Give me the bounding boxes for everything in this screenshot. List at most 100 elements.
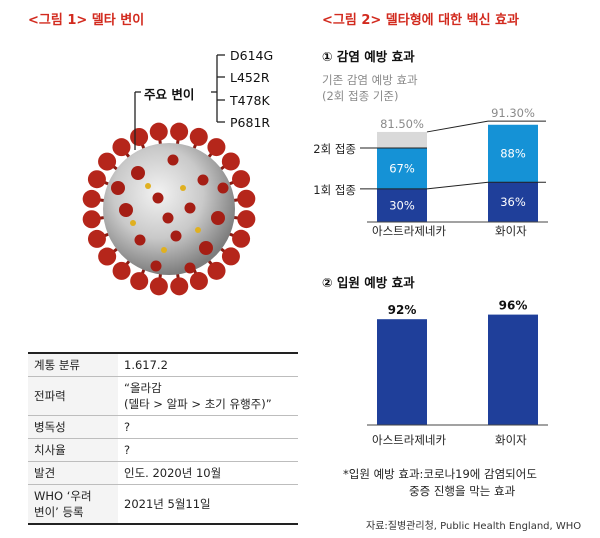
yellow-protein	[195, 227, 201, 233]
spike-protein	[162, 212, 174, 224]
delta-info-table: 계통 분류 1.617.2 전파력 “올라감 (델타 > 알파 > 초기 유행주…	[28, 352, 298, 525]
bar-hospital-pfizer	[488, 314, 538, 425]
x-label-astrazeneca: 아스트라제네카	[372, 224, 447, 238]
spike-protein	[170, 230, 182, 242]
source-note: 자료:질병관리청, Public Health England, WHO	[366, 521, 582, 532]
spike-head	[170, 277, 189, 296]
spike-protein	[217, 182, 229, 194]
spike-head	[82, 210, 101, 229]
table-row: WHO ‘우려 변이’ 등록 2021년 5월11일	[28, 484, 298, 525]
spike-head	[232, 229, 251, 248]
table-key: WHO ‘우려 변이’ 등록	[28, 484, 118, 525]
label-one-dose: 36%	[500, 195, 526, 209]
hospitalization-prevention-chart: 92% 96%	[367, 299, 548, 426]
spike-head	[221, 152, 240, 171]
table-row: 치사율 ?	[28, 438, 298, 462]
x-label-astrazeneca-2: 아스트라제네카	[372, 433, 447, 447]
table-key: 계통 분류	[28, 352, 118, 377]
spike-head	[207, 261, 226, 280]
table-row: 발견 인도. 2020년 10월	[28, 461, 298, 485]
yellow-protein	[180, 185, 186, 191]
spike-head	[189, 272, 208, 291]
spike-head	[130, 272, 149, 291]
figure1-title: <그림 1> 델타 변이	[28, 13, 145, 28]
spike-head	[149, 122, 168, 141]
row-label-one-dose: 1회 접종	[313, 183, 356, 197]
table-value: “올라감 (델타 > 알파 > 초기 유행주)”	[118, 376, 298, 416]
spike-head	[189, 127, 208, 146]
spike-protein	[152, 192, 164, 204]
spike-proteins	[82, 122, 256, 296]
coronavirus-illustration	[82, 122, 256, 296]
spike-protein	[131, 166, 145, 180]
spike-head	[87, 170, 106, 189]
spike-protein	[184, 202, 196, 214]
bar-value-label: 92%	[388, 303, 417, 317]
bar-two-dose-astrazeneca	[377, 147, 427, 189]
yellow-protein	[145, 183, 151, 189]
baseline-note-line2: (2회 접종 기준)	[322, 89, 399, 103]
table-row: 전파력 “올라감 (델타 > 알파 > 초기 유행주)”	[28, 376, 298, 416]
bar-one-dose-pfizer	[488, 182, 538, 222]
connector-two-dose	[426, 120, 489, 133]
mutation-callout-lines	[134, 54, 225, 150]
row-label-two-dose: 2회 접종	[313, 142, 356, 156]
chart2-title: ② 입원 예방 효과	[322, 275, 415, 290]
table-key: 전파력	[28, 376, 118, 416]
spike-head	[232, 170, 251, 189]
table-value: 1.617.2	[118, 352, 298, 377]
bar-one-dose-astrazeneca	[377, 188, 427, 222]
infection-prevention-chart: 2회 접종 1회 접종 81.50% 67% 30% 91.30% 88% 36%	[313, 106, 548, 223]
yellow-protein	[130, 220, 136, 226]
spike-head	[221, 247, 240, 266]
spike-head	[237, 210, 256, 229]
label-one-dose: 30%	[389, 198, 415, 212]
chart1-title: ① 감염 예방 효과	[322, 49, 415, 64]
table-key: 병독성	[28, 415, 118, 439]
bar-value-label: 96%	[499, 299, 528, 313]
mutation-l452r: L452R	[230, 70, 270, 85]
spike-head	[207, 138, 226, 157]
x-label-pfizer: 화이자	[495, 224, 527, 238]
surface-proteins	[111, 154, 229, 274]
spike-protein	[197, 174, 209, 186]
spike-protein	[167, 154, 179, 166]
footnote-line1: *입원 예방 효과:코로나19에 감염되어도	[343, 467, 537, 481]
connector-one-dose	[426, 181, 489, 190]
label-baseline: 91.30%	[491, 106, 535, 120]
yellow-protein	[161, 247, 167, 253]
spike-protein	[199, 241, 213, 255]
label-baseline: 81.50%	[380, 117, 424, 131]
table-value: ?	[118, 415, 298, 439]
spike-protein	[184, 262, 196, 274]
spike-head	[149, 277, 168, 296]
bar-hospital-astrazeneca	[377, 319, 427, 425]
spike-protein	[150, 260, 162, 272]
spike-head	[98, 247, 117, 266]
label-two-dose: 88%	[500, 146, 526, 160]
spike-protein	[211, 211, 225, 225]
x-label-pfizer-2: 화이자	[495, 433, 527, 447]
main-mutation-label: 주요 변이	[144, 87, 195, 102]
spike-head	[87, 229, 106, 248]
mutation-d614g: D614G	[230, 48, 274, 63]
table-row: 병독성 ?	[28, 415, 298, 439]
table-row: 계통 분류 1.617.2	[28, 352, 298, 377]
spike-head	[82, 189, 101, 208]
spike-head	[112, 138, 131, 157]
spike-head	[170, 122, 189, 141]
table-key: 발견	[28, 461, 118, 485]
table-key: 치사율	[28, 438, 118, 462]
table-value: 2021년 5월11일	[118, 484, 298, 525]
footnote-line2: 중증 진행을 막는 효과	[409, 484, 516, 498]
bar-baseline-astrazeneca	[377, 131, 427, 148]
table-value: ?	[118, 438, 298, 462]
spike-protein	[119, 203, 133, 217]
bar-two-dose-pfizer	[488, 124, 538, 183]
spike-head	[98, 152, 117, 171]
figure2-title: <그림 2> 델타형에 대한 백신 효과	[322, 13, 519, 28]
spike-protein	[134, 234, 146, 246]
baseline-note-line1: 기존 감염 예방 효과	[322, 73, 418, 87]
spike-head	[237, 189, 256, 208]
label-two-dose: 67%	[389, 161, 415, 175]
